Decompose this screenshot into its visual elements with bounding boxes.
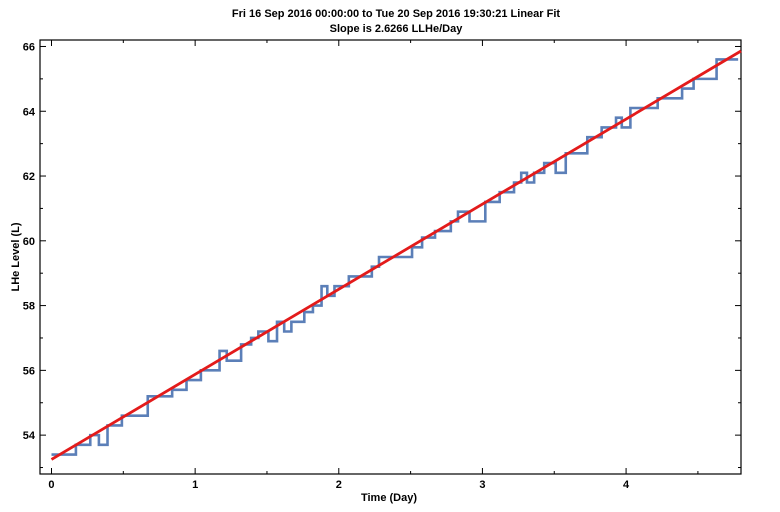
y-tick-label: 64 bbox=[23, 106, 36, 118]
chart-subtitle: Slope is 2.6266 LLHe/Day bbox=[330, 23, 464, 35]
y-axis-ticks: 54 56 58 60 62 64 66 bbox=[23, 41, 741, 469]
y-tick-label: 58 bbox=[23, 301, 35, 313]
chart-title: Fri 16 Sep 2016 00:00:00 to Tue 20 Sep 2… bbox=[232, 8, 560, 20]
y-tick-label: 60 bbox=[23, 236, 35, 248]
linear-fit-line bbox=[50, 49, 742, 461]
data-series-layer bbox=[50, 49, 742, 461]
x-axis-label: Time (Day) bbox=[361, 492, 417, 504]
x-tick-label: 0 bbox=[48, 479, 54, 491]
y-tick-label: 56 bbox=[23, 365, 35, 377]
x-tick-label: 1 bbox=[192, 479, 198, 491]
x-tick-label: 3 bbox=[479, 479, 485, 491]
y-tick-label: 66 bbox=[23, 41, 35, 53]
plot-area-frame bbox=[39, 39, 742, 475]
x-axis-ticks: 0 1 2 3 4 bbox=[48, 40, 699, 491]
y-tick-label: 54 bbox=[23, 430, 36, 442]
x-tick-label: 4 bbox=[623, 479, 630, 491]
y-tick-label: 62 bbox=[23, 171, 35, 183]
y-axis-label: LHe Level (L) bbox=[10, 222, 22, 291]
x-tick-label: 2 bbox=[336, 479, 342, 491]
